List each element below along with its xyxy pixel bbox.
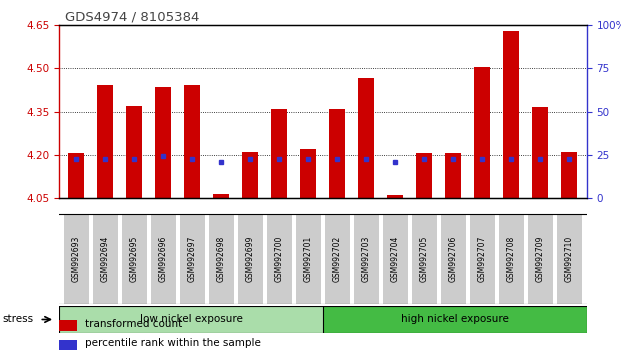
Bar <box>504 30 519 198</box>
Bar <box>528 214 553 304</box>
Bar <box>388 195 404 198</box>
Bar <box>296 214 320 304</box>
Bar <box>474 67 491 198</box>
Text: GSM992706: GSM992706 <box>449 236 458 282</box>
Bar <box>59 306 323 333</box>
Bar <box>358 78 374 198</box>
Text: GDS4974 / 8105384: GDS4974 / 8105384 <box>65 11 199 24</box>
Text: GSM992702: GSM992702 <box>333 236 342 282</box>
Bar <box>242 152 258 198</box>
Text: high nickel exposure: high nickel exposure <box>401 314 509 325</box>
Bar <box>412 214 437 304</box>
Bar <box>330 109 345 198</box>
Bar <box>238 214 263 304</box>
Bar <box>445 153 461 198</box>
Text: GSM992709: GSM992709 <box>536 236 545 282</box>
Bar <box>97 85 114 198</box>
Bar <box>127 106 142 198</box>
Bar <box>122 214 147 304</box>
Bar <box>417 153 432 198</box>
Bar <box>59 320 78 331</box>
Bar <box>271 109 288 198</box>
Bar <box>68 153 84 198</box>
Text: GSM992695: GSM992695 <box>130 236 139 282</box>
Text: stress: stress <box>2 314 34 325</box>
Bar <box>354 214 379 304</box>
Bar <box>470 214 495 304</box>
Text: GSM992708: GSM992708 <box>507 236 516 282</box>
Bar <box>59 340 78 350</box>
Bar <box>325 214 350 304</box>
Text: GSM992705: GSM992705 <box>420 236 429 282</box>
Bar <box>184 85 201 198</box>
Bar <box>441 214 466 304</box>
Text: GSM992699: GSM992699 <box>246 236 255 282</box>
Bar <box>64 214 89 304</box>
Text: transformed count: transformed count <box>85 319 183 329</box>
Bar <box>93 214 118 304</box>
Bar <box>383 214 408 304</box>
Text: GSM992698: GSM992698 <box>217 236 226 282</box>
Text: GSM992700: GSM992700 <box>275 236 284 282</box>
Bar <box>532 107 548 198</box>
Bar <box>557 214 582 304</box>
Text: percentile rank within the sample: percentile rank within the sample <box>85 338 261 348</box>
Bar <box>180 214 205 304</box>
Text: GSM992694: GSM992694 <box>101 236 110 282</box>
Bar <box>209 214 233 304</box>
Bar <box>323 306 587 333</box>
Bar <box>267 214 292 304</box>
Text: GSM992701: GSM992701 <box>304 236 313 282</box>
Bar <box>155 87 171 198</box>
Bar <box>499 214 524 304</box>
Text: GSM992697: GSM992697 <box>188 236 197 282</box>
Bar <box>301 149 316 198</box>
Bar <box>561 152 578 198</box>
Text: GSM992704: GSM992704 <box>391 236 400 282</box>
Text: GSM992707: GSM992707 <box>478 236 487 282</box>
Text: GSM992696: GSM992696 <box>159 236 168 282</box>
Text: GSM992693: GSM992693 <box>72 236 81 282</box>
Bar <box>214 194 229 198</box>
Text: low nickel exposure: low nickel exposure <box>140 314 242 325</box>
Text: GSM992710: GSM992710 <box>565 236 574 282</box>
Text: GSM992703: GSM992703 <box>362 236 371 282</box>
Bar <box>151 214 176 304</box>
